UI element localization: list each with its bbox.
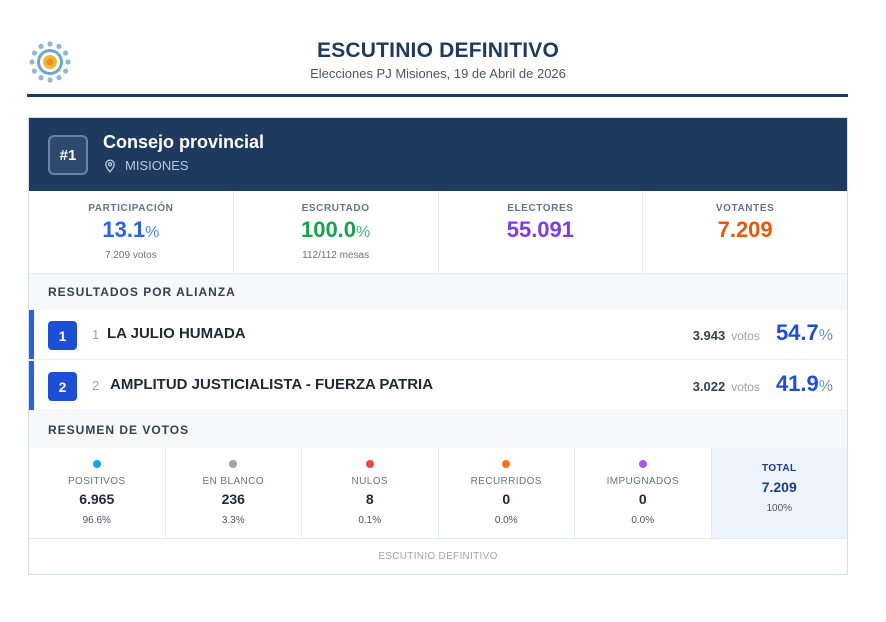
summary-value: 0 <box>638 491 647 507</box>
vote-count: 3.943 <box>692 328 726 343</box>
summary-label: IMPUGNADOS <box>606 476 679 487</box>
stat-value: 7.209 <box>643 217 847 243</box>
sun-emblem-logo <box>29 41 71 83</box>
summary-value: 8 <box>365 491 374 507</box>
summary-value: 236 <box>221 491 245 507</box>
location-pin-icon <box>105 159 115 173</box>
row-accent-bar <box>29 310 34 359</box>
summary-value: 6.965 <box>79 491 115 507</box>
card-footer: ESCUTINIO DEFINITIVO <box>378 551 498 562</box>
result-row[interactable]: 2 2 AMPLITUD JUSTICIALISTA - FUERZA PATR… <box>29 361 847 411</box>
vote-percentage: 54.7% <box>776 320 833 346</box>
stat-label: ELECTORES <box>507 203 574 214</box>
list-number: 2 <box>92 378 100 393</box>
stats-strip: PARTICIPACIÓN 13.1% 7.209 votos ESCRUTAD… <box>29 191 847 274</box>
status-dot <box>638 460 647 468</box>
header-divider <box>27 94 848 97</box>
results-card: #1 Consejo provincial MISIONES PARTICIPA… <box>28 117 848 575</box>
alliance-name: LA JULIO HUMADA <box>107 325 246 342</box>
summary-nulos: NULOS 8 0.1% <box>302 448 439 538</box>
summary-percentage: 96.6% <box>82 515 111 526</box>
stat-number: 7.209 <box>717 217 773 242</box>
section-title-summary: RESUMEN DE VOTOS <box>29 412 847 448</box>
percentage-number: 54.7 <box>775 320 819 345</box>
stat-number: 13.1 <box>102 217 146 242</box>
result-row[interactable]: 1 1 LA JULIO HUMADA 3.943 votos 54.7% <box>29 310 847 360</box>
stat-escrutado: ESCRUTADO 100.0% 112/112 mesas <box>234 191 439 273</box>
percentage-unit: % <box>818 327 833 344</box>
row-accent-bar <box>29 361 34 410</box>
summary-total: TOTAL 7.209 100% <box>711 448 847 538</box>
status-dot <box>365 460 374 468</box>
summary-percentage: 0.0% <box>494 515 518 526</box>
card-location: MISIONES <box>103 158 189 173</box>
location-label: MISIONES <box>125 158 189 173</box>
list-number: 1 <box>92 327 100 342</box>
rank-badge: 2 <box>48 372 77 401</box>
stat-number: 100.0 <box>300 217 357 242</box>
section-title-results: RESULTADOS POR ALIANZA <box>29 274 847 310</box>
stat-number: 55.091 <box>506 217 575 242</box>
vote-count-label: votos <box>731 380 760 394</box>
percentage-number: 41.9 <box>775 371 819 396</box>
summary-label: NULOS <box>351 476 388 487</box>
summary-label: RECURRIDOS <box>470 476 542 487</box>
card-title: Consejo provincial <box>103 132 265 152</box>
rank-badge: 1 <box>48 321 77 350</box>
vote-summary: POSITIVOS 6.965 96.6% EN BLANCO 236 3.3%… <box>29 448 847 539</box>
stat-participacion: PARTICIPACIÓN 13.1% 7.209 votos <box>29 191 234 273</box>
summary-recurridos: RECURRIDOS 0 0.0% <box>439 448 575 538</box>
summary-label: EN BLANCO <box>202 476 264 487</box>
summary-percentage: 0.0% <box>631 515 655 526</box>
summary-label: POSITIVOS <box>67 476 126 487</box>
card-header: #1 Consejo provincial MISIONES <box>29 118 847 191</box>
stat-value: 13.1% <box>29 217 233 243</box>
summary-value: 7.209 <box>761 479 797 495</box>
summary-value: 0 <box>502 491 511 507</box>
summary-percentage: 3.3% <box>221 515 245 526</box>
alliance-name: AMPLITUD JUSTICIALISTA - FUERZA PATRIA <box>110 376 434 393</box>
summary-positivos: POSITIVOS 6.965 96.6% <box>29 448 166 538</box>
percentage-unit: % <box>818 378 833 395</box>
stat-sub: 112/112 mesas <box>302 250 370 261</box>
summary-label: TOTAL <box>762 463 797 474</box>
category-badge: #1 <box>48 135 88 175</box>
status-dot <box>502 460 511 468</box>
stat-value: 55.091 <box>439 217 643 243</box>
row-results: 3.943 votos 54.7% <box>693 320 833 346</box>
stat-label: VOTANTES <box>715 203 775 214</box>
page-subtitle: Elecciones PJ Misiones, 19 de Abril de 2… <box>310 66 566 81</box>
summary-percentage: 0.1% <box>358 515 382 526</box>
stat-label: ESCRUTADO <box>301 203 370 214</box>
stat-label: PARTICIPACIÓN <box>88 203 174 214</box>
vote-count: 3.022 <box>692 379 726 394</box>
page-header: ESCUTINIO DEFINITIVO Elecciones PJ Misio… <box>28 30 848 96</box>
status-dot <box>92 460 101 468</box>
summary-impugnados: IMPUGNADOS 0 0.0% <box>575 448 712 538</box>
vote-percentage: 41.9% <box>776 371 833 397</box>
stat-unit: % <box>356 224 371 241</box>
stat-sub: 7.209 votos <box>105 250 157 261</box>
stat-value: 100.0% <box>234 217 438 243</box>
stat-electores: ELECTORES 55.091 <box>439 191 644 273</box>
stat-votantes: VOTANTES 7.209 <box>643 191 847 273</box>
status-dot <box>229 460 238 468</box>
vote-count-label: votos <box>731 329 760 343</box>
stat-unit: % <box>145 224 160 241</box>
page-title: ESCUTINIO DEFINITIVO <box>316 39 559 62</box>
summary-en-blanco: EN BLANCO 236 3.3% <box>166 448 302 538</box>
summary-percentage: 100% <box>766 503 793 514</box>
row-results: 3.022 votos 41.9% <box>693 371 833 397</box>
